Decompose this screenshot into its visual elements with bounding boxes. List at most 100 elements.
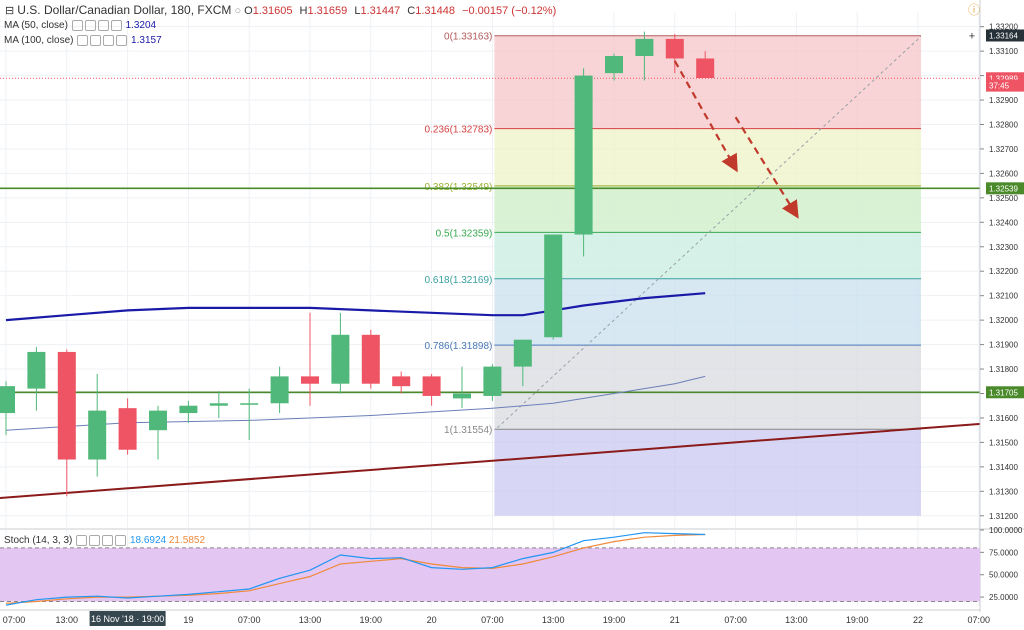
- ma100-line: [5, 375, 706, 431]
- candle: [453, 393, 471, 399]
- symbol-title: U.S. Dollar/Canadian Dollar, 180, FXCM: [17, 3, 232, 17]
- time-axis-label: 20: [427, 615, 437, 625]
- price-level-tag: [986, 182, 1024, 195]
- fib-level-label: 0.786(1.31898): [425, 341, 493, 352]
- alert-icon[interactable]: ⓘ: [968, 3, 981, 17]
- candle: [0, 386, 15, 414]
- candle: [240, 403, 259, 405]
- stoch-label: Stoch (14, 3, 3): [4, 535, 73, 547]
- collapse-icon[interactable]: ⊟: [5, 5, 15, 17]
- fib-zone: [494, 185, 921, 233]
- time-axis-label: 19:00: [603, 615, 626, 625]
- close-icon[interactable]: [102, 535, 114, 546]
- price-level-tag: [986, 386, 1024, 399]
- high-value: 1.31659: [307, 5, 348, 17]
- price-marker-label: 1.32989: [989, 74, 1018, 83]
- time-axis-label: 13:00: [542, 615, 565, 625]
- change-value: −0.00157 (−0.12%): [462, 5, 557, 17]
- y-axis-tick-label: 1.32000: [989, 316, 1018, 325]
- close-icon[interactable]: [103, 35, 115, 46]
- y-axis-tick-label: 1.32500: [989, 194, 1018, 203]
- fib-trend-line: [497, 36, 922, 429]
- eye-icon[interactable]: [71, 20, 83, 31]
- price-marker-tag: [986, 79, 1024, 92]
- more-icon[interactable]: [110, 20, 122, 31]
- y-axis-tick-label: 1.31900: [989, 341, 1018, 350]
- close-value: 1.31448: [415, 5, 455, 17]
- fib-level-label: 0.382(1.32549): [425, 182, 493, 193]
- y-axis-tick-label: 1.33100: [989, 47, 1018, 56]
- ma100-legend: MA (100, close) 1.3157: [4, 35, 162, 46]
- y-axis-tick-label: 1.32600: [989, 169, 1018, 178]
- candle: [544, 234, 563, 338]
- y-axis-tick-label: 1.31400: [989, 463, 1018, 472]
- candle: [513, 339, 532, 367]
- y-axis-tick-label: 1.32800: [989, 120, 1018, 129]
- time-axis-label: 07:00: [238, 615, 261, 625]
- y-axis-tick-label: 1.32400: [989, 218, 1018, 227]
- y-axis-tick-label: 1.32900: [989, 96, 1018, 105]
- open-label: O: [244, 5, 253, 17]
- price-marker-tag: [986, 29, 1024, 42]
- fib-zone: [494, 232, 921, 279]
- crosshair-icon: +: [969, 30, 975, 42]
- candle: [301, 376, 319, 384]
- close-icon[interactable]: [97, 20, 109, 31]
- candle: [361, 334, 380, 384]
- y-axis-tick-label: 1.31600: [989, 414, 1018, 423]
- price-axis: [980, 0, 1024, 630]
- time-axis-label: 22: [913, 615, 923, 625]
- candle: [270, 376, 289, 404]
- price-marker-label: 1.33164: [989, 31, 1018, 40]
- candle: [605, 56, 623, 74]
- fib-level-label: 0(1.33163): [444, 32, 492, 43]
- y-axis-tick-label: 1.31300: [989, 487, 1018, 496]
- visibility-icon[interactable]: ○: [234, 5, 242, 17]
- stoch-k-value: 18.6924: [129, 535, 167, 547]
- eye-icon[interactable]: [76, 535, 88, 546]
- close-label: C: [407, 5, 416, 17]
- fib-zone: [494, 345, 921, 430]
- time-axis-label: 16 Nov '18 · 19:00: [91, 614, 164, 624]
- fib-level-label: 0.618(1.32169): [425, 275, 493, 286]
- fib-zone: [494, 35, 921, 129]
- candle: [27, 351, 46, 389]
- eye-icon[interactable]: [77, 35, 89, 46]
- stoch-d-value: 21.5852: [168, 535, 206, 547]
- stoch-axis-tick-label: 100.0000: [989, 526, 1023, 535]
- settings-icon[interactable]: [90, 35, 102, 46]
- forecast-arrow: [673, 60, 738, 173]
- candle: [665, 38, 684, 59]
- time-axis-label: 07:00: [481, 615, 504, 625]
- candle: [118, 408, 137, 450]
- trend-line: [0, 421, 995, 499]
- stoch-axis-tick-label: 50.0000: [989, 571, 1018, 580]
- price-level-tag-label: 1.31705: [989, 388, 1018, 397]
- time-axis-label: 13:00: [785, 615, 808, 625]
- more-icon[interactable]: [116, 35, 128, 46]
- time-axis-label: 19: [183, 615, 193, 625]
- time-axis-label: 21: [670, 615, 680, 625]
- price-marker-label: 37:45: [989, 82, 1010, 91]
- price-level-tag-label: 1.32539: [989, 184, 1018, 193]
- candle: [635, 38, 654, 57]
- ma50-value: 1.3204: [125, 20, 157, 32]
- stoch-axis-tick-label: 75.0000: [989, 548, 1018, 557]
- y-axis-tick-label: 1.31500: [989, 438, 1018, 447]
- low-label: L: [354, 5, 361, 17]
- fib-zone: [494, 128, 921, 186]
- more-icon[interactable]: [115, 535, 127, 546]
- time-axis-label: 19:00: [360, 615, 383, 625]
- ma100-value: 1.3157: [131, 35, 162, 47]
- settings-icon[interactable]: [84, 20, 96, 31]
- candle: [331, 334, 350, 384]
- time-axis-label: 07:00: [968, 615, 991, 625]
- fib-zone: [494, 278, 921, 346]
- fib-level-label: 0.5(1.32359): [436, 228, 493, 239]
- fib-zone: [494, 429, 921, 516]
- settings-icon[interactable]: [89, 535, 101, 546]
- y-axis-tick-label: 1.31200: [989, 512, 1018, 521]
- time-highlight-tag: [89, 611, 166, 626]
- y-axis-tick-label: 1.32200: [989, 267, 1018, 276]
